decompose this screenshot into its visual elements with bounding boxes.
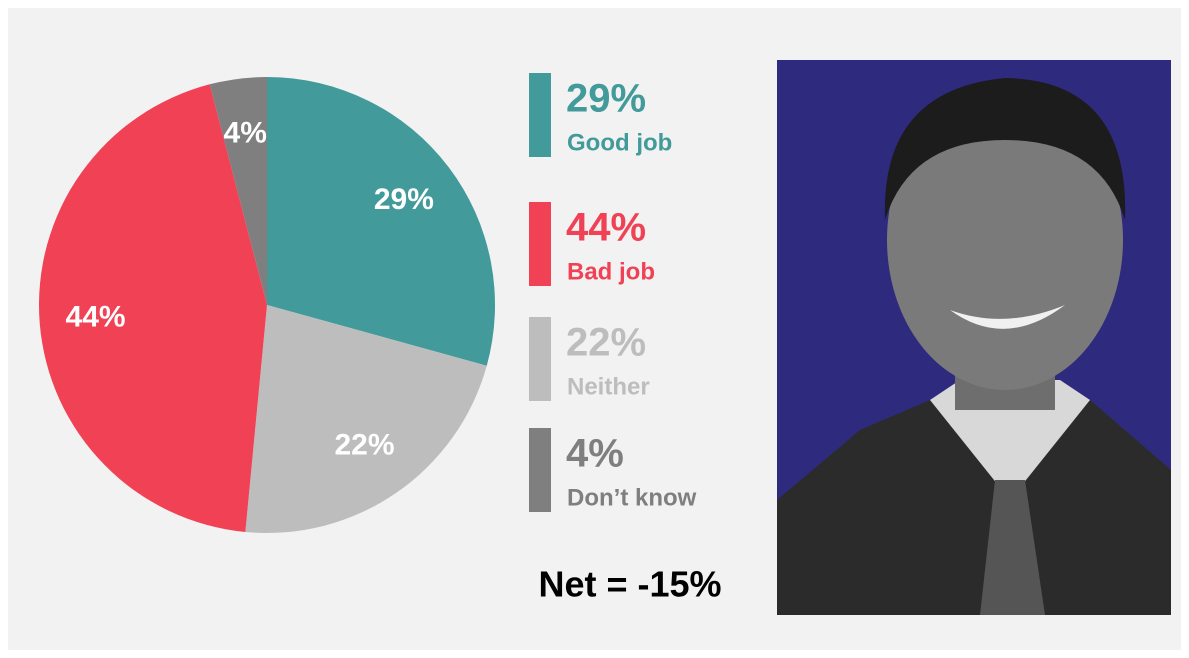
legend-swatch [529,317,551,401]
pie-slice [39,84,267,532]
pie-slice [245,305,487,533]
legend-label: Good job [567,129,672,156]
photo-smile [950,305,1065,329]
legend-label: Don’t know [567,484,697,511]
slice-label: 29% [374,183,434,216]
legend-swatch [529,202,551,286]
legend-value: 44% [566,206,646,250]
photo [777,60,1171,615]
pie-slice [209,77,267,305]
legend-swatch [529,428,551,512]
net-annotation: Net = -15% [538,564,721,605]
legend-value: 4% [566,432,624,476]
slice-label: 22% [335,429,395,462]
photo-face [887,90,1123,390]
photo-hair [884,78,1126,220]
photo-suit [777,400,1171,615]
legend-value: 22% [566,321,646,365]
legend-label: Bad job [567,258,655,285]
slice-label: 4% [224,116,267,149]
legend-label: Neither [567,373,650,400]
legend-swatch [529,73,551,157]
pie-slice [267,77,495,366]
photo-tie [980,480,1045,615]
legend-value: 29% [566,77,646,121]
slice-label: 44% [66,301,126,334]
